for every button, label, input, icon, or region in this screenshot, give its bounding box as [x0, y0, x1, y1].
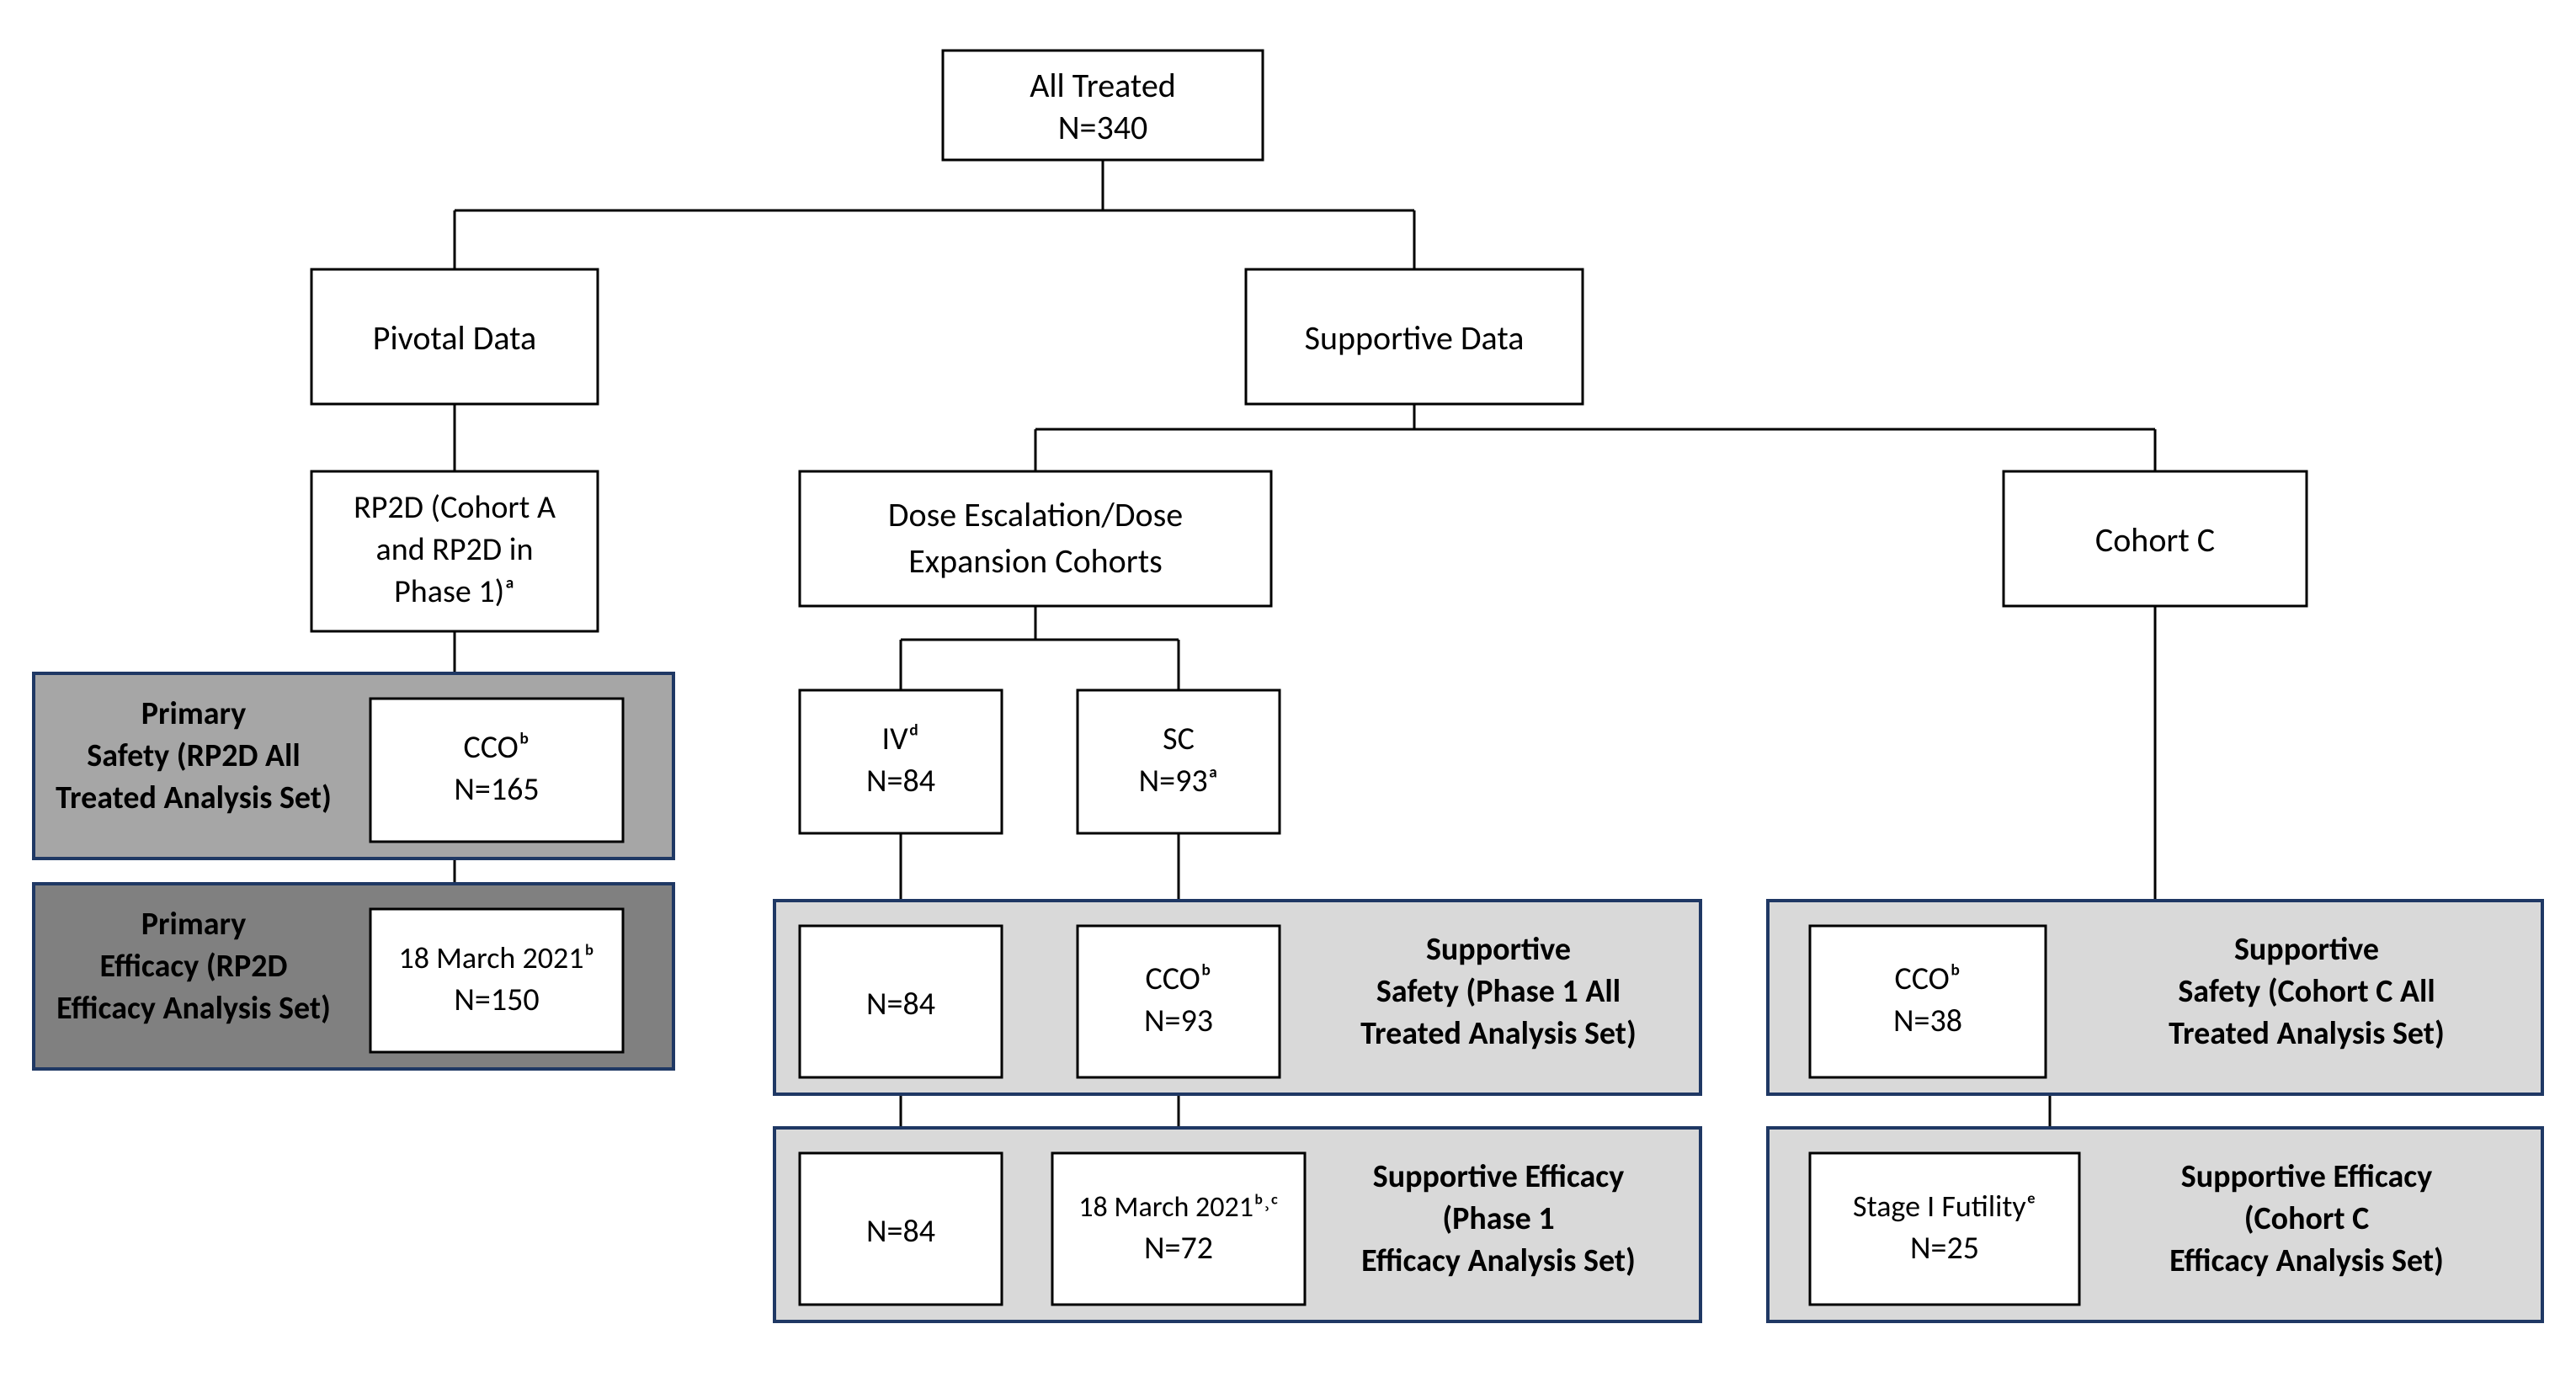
text: Primary	[141, 694, 246, 733]
text: Supportive	[2234, 930, 2379, 969]
text: Treated Analysis Set)	[2169, 1014, 2445, 1053]
text: Treated Analysis Set)	[1360, 1014, 1637, 1053]
text: N=84	[866, 1212, 935, 1251]
text: N=340	[1058, 107, 1148, 148]
text: and RP2D in	[376, 530, 534, 569]
text: Stage I Futilityᵉ	[1853, 1188, 2036, 1225]
text: Efficacy Analysis Set)	[1361, 1241, 1636, 1280]
text: Supportive	[1426, 930, 1571, 969]
text: Pivotal Data	[373, 317, 536, 359]
text: Safety (Cohort C All	[2178, 972, 2435, 1011]
text: Expansion Cohorts	[908, 540, 1163, 582]
text: CCOᵇ	[1894, 960, 1961, 998]
text: 18 March 2021ᵇ	[399, 939, 595, 976]
text: Efficacy Analysis Set)	[2169, 1241, 2444, 1280]
text: (Phase 1	[1442, 1199, 1554, 1238]
text: N=38	[1893, 1002, 1962, 1040]
node-dose	[800, 471, 1271, 606]
text: SC	[1163, 720, 1195, 758]
flowchart-canvas: All Treated N=340 Pivotal Data Supportiv…	[0, 0, 2576, 1377]
text: N=72	[1144, 1229, 1213, 1268]
text: Efficacy Analysis Set)	[56, 989, 331, 1028]
text: N=150	[454, 981, 539, 1019]
text: Supportive Data	[1305, 317, 1525, 359]
text: N=165	[454, 770, 539, 809]
text: N=84	[866, 762, 935, 800]
text: Safety (Phase 1 All	[1376, 972, 1621, 1011]
text: RP2D (Cohort A	[354, 488, 556, 527]
text: All Treated	[1030, 65, 1176, 106]
text: Supportive Efficacy	[1373, 1157, 1624, 1196]
text: Treated Analysis Set)	[56, 779, 332, 817]
text: Primary	[141, 905, 246, 944]
text: Dose Escalation/Dose	[888, 494, 1183, 535]
text: CCOᵇ	[1145, 960, 1211, 998]
text: N=84	[866, 985, 935, 1023]
text: N=93ᵃ	[1139, 762, 1219, 800]
text: Safety (RP2D All	[87, 736, 300, 775]
text: Efficacy (RP2D	[100, 947, 288, 986]
text: 18 March 2021ᵇ˒ᶜ	[1078, 1190, 1279, 1225]
text: Cohort C	[2095, 519, 2215, 561]
text: Phase 1)ᵃ	[394, 572, 515, 611]
text: N=93	[1144, 1002, 1213, 1040]
text: Supportive Efficacy	[2181, 1157, 2432, 1196]
text: IVᵈ	[882, 720, 920, 758]
text: CCOᵇ	[463, 728, 530, 767]
text: (Cohort C	[2244, 1199, 2370, 1238]
text: N=25	[1910, 1229, 1979, 1268]
